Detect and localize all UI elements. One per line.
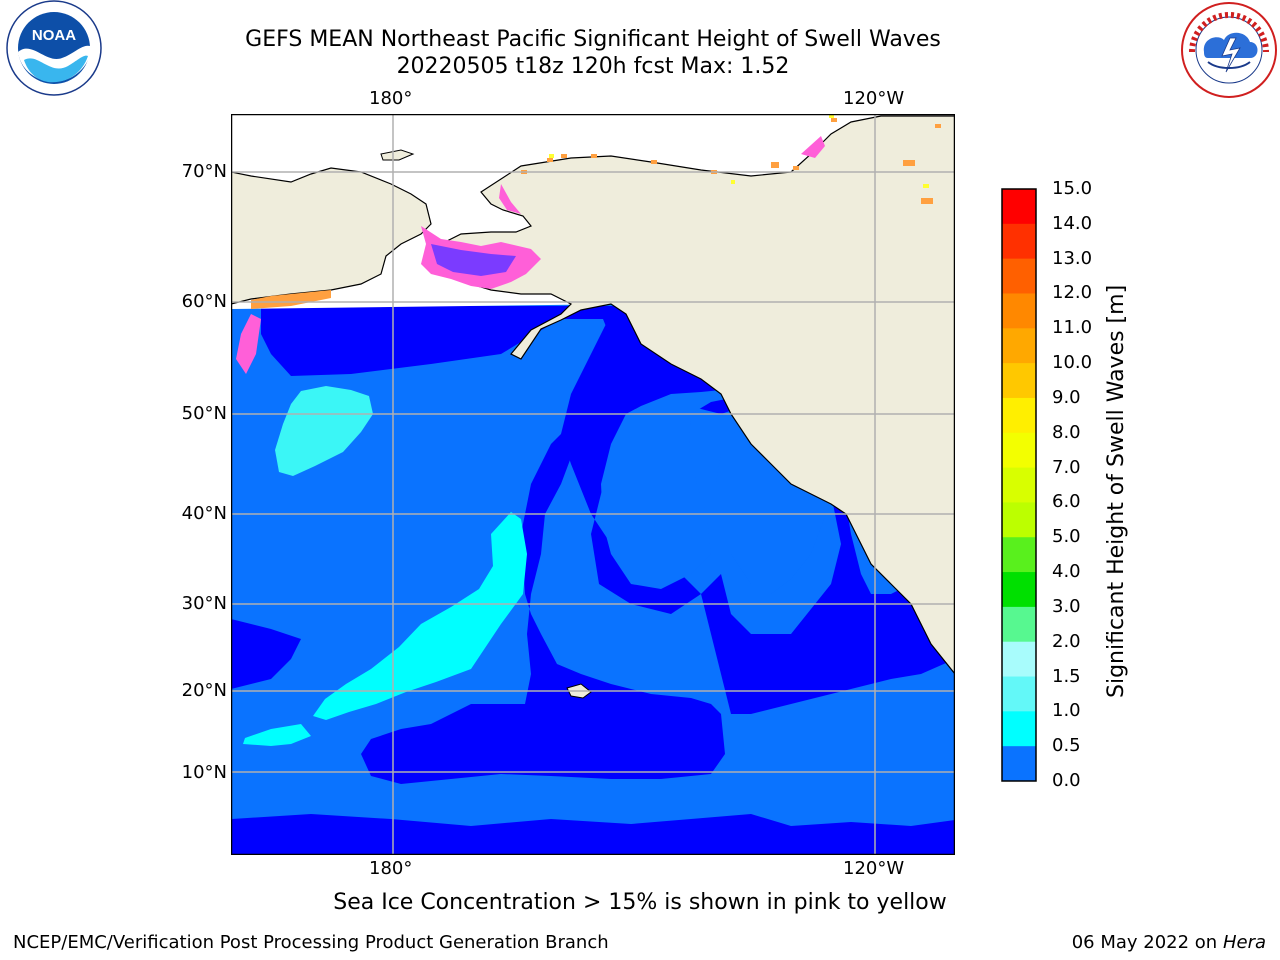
colorbar-tick-label: 7.0	[1052, 456, 1081, 478]
footer-credit: NCEP/EMC/Verification Post Processing Pr…	[13, 932, 609, 953]
footer-date: 06 May 2022 on Hera	[1072, 932, 1266, 953]
lat-label-60n: 60°N	[181, 291, 227, 312]
colorbar-tick-label: 9.0	[1052, 386, 1081, 408]
colorbar-tick-label: 14.0	[1052, 212, 1093, 234]
colorbar-cell	[1002, 746, 1036, 782]
colorbar-cell	[1002, 572, 1036, 608]
colorbar-frame	[1001, 188, 1037, 782]
map-gridlines	[231, 114, 955, 855]
colorbar-tick-label: 8.0	[1052, 421, 1081, 443]
lat-label-30n: 30°N	[181, 593, 227, 614]
lon-label-top-120w: 120°W	[843, 88, 905, 109]
colorbar-cell	[1002, 189, 1036, 225]
sea-ice-yellow	[549, 115, 929, 188]
colorbar-tick-label: 0.5	[1052, 735, 1081, 757]
ocean-swell-1.0-1.5-south	[243, 724, 311, 746]
colorbar-tick-label: 15.0	[1052, 178, 1093, 199]
colorbar-tick-label: 4.0	[1052, 561, 1081, 583]
colorbar-tick-label: 5.0	[1052, 526, 1081, 548]
colorbar-cell	[1002, 363, 1036, 399]
footer-machine: Hera	[1222, 932, 1266, 953]
colorbar-cell	[1002, 293, 1036, 329]
colorbar-tick-label: 0.0	[1052, 770, 1081, 791]
colorbar-tick-label: 1.5	[1052, 665, 1081, 687]
land-wrangel-island	[380, 149, 415, 161]
colorbar-cell	[1002, 258, 1036, 294]
map-plot	[231, 114, 955, 855]
lon-label-top-180: 180°	[369, 88, 413, 109]
colorbar-tick-label: 6.0	[1052, 491, 1081, 513]
ocean-swell-0-0.5-west	[232, 619, 301, 689]
lon-label-bottom-120w: 120°W	[843, 858, 905, 879]
lon-label-bottom-180: 180°	[369, 858, 413, 879]
sea-ice-bering-inner	[431, 244, 516, 276]
noaa-logo: NOAA	[6, 0, 102, 96]
colorbar-cell	[1002, 328, 1036, 364]
sea-ice-kotzebue	[499, 184, 521, 214]
lat-label-20n: 20°N	[181, 680, 227, 701]
colorbar-cell	[1002, 606, 1036, 643]
colorbar-cell	[1002, 397, 1036, 434]
land-siberia	[232, 167, 432, 305]
colorbar-cell	[1002, 641, 1036, 678]
sea-ice-siberia-edge	[251, 290, 331, 309]
sea-ice-kamchatka	[236, 314, 261, 374]
lat-label-10n: 10°N	[181, 762, 227, 783]
sea-ice-note: Sea Ice Concentration > 15% is shown in …	[333, 890, 947, 915]
colorbar-tick-label: 11.0	[1052, 317, 1093, 339]
lat-label-40n: 40°N	[181, 503, 227, 524]
sea-ice-beaufort	[801, 136, 825, 158]
chart-title: GEFS MEAN Northeast Pacific Significant …	[245, 27, 941, 52]
colorbar-cell	[1002, 711, 1036, 747]
ocean-swell-1.0-1.5-central	[313, 512, 527, 720]
ocean-swell-0-0.5-south	[232, 814, 954, 854]
colorbar-tick-label: 12.0	[1052, 282, 1093, 304]
colorbar-cell	[1002, 502, 1036, 538]
map-frame	[231, 114, 955, 855]
ocean-swell-1.0-1.5-north	[275, 386, 373, 476]
chart-subtitle: 20220505 t18z 120h fcst Max: 1.52	[396, 54, 790, 79]
ocean-swell-0-0.5	[261, 306, 725, 784]
colorbar-title: Significant Height of Swell Waves [m]	[1104, 284, 1129, 698]
colorbar-tick-label: 13.0	[1052, 247, 1093, 269]
lat-label-50n: 50°N	[181, 403, 227, 424]
noaa-logo-text: NOAA	[32, 27, 76, 44]
colorbar-cell	[1002, 467, 1036, 503]
colorbar-cell	[1002, 432, 1036, 469]
colorbar-tick-label: 2.0	[1052, 630, 1081, 652]
colorbar-tick-label: 3.0	[1052, 595, 1081, 617]
colorbar-cell	[1002, 676, 1036, 712]
colorbar	[1001, 188, 1037, 782]
colorbar-cell	[1002, 537, 1036, 573]
colorbar-tick-label: 1.0	[1052, 700, 1081, 722]
footer-date-text: 06 May 2022 on	[1071, 932, 1218, 953]
colorbar-tick-label: 10.0	[1052, 352, 1093, 374]
lat-label-70n: 70°N	[181, 161, 227, 182]
colorbar-cell	[1002, 223, 1036, 260]
nws-logo	[1181, 2, 1277, 98]
